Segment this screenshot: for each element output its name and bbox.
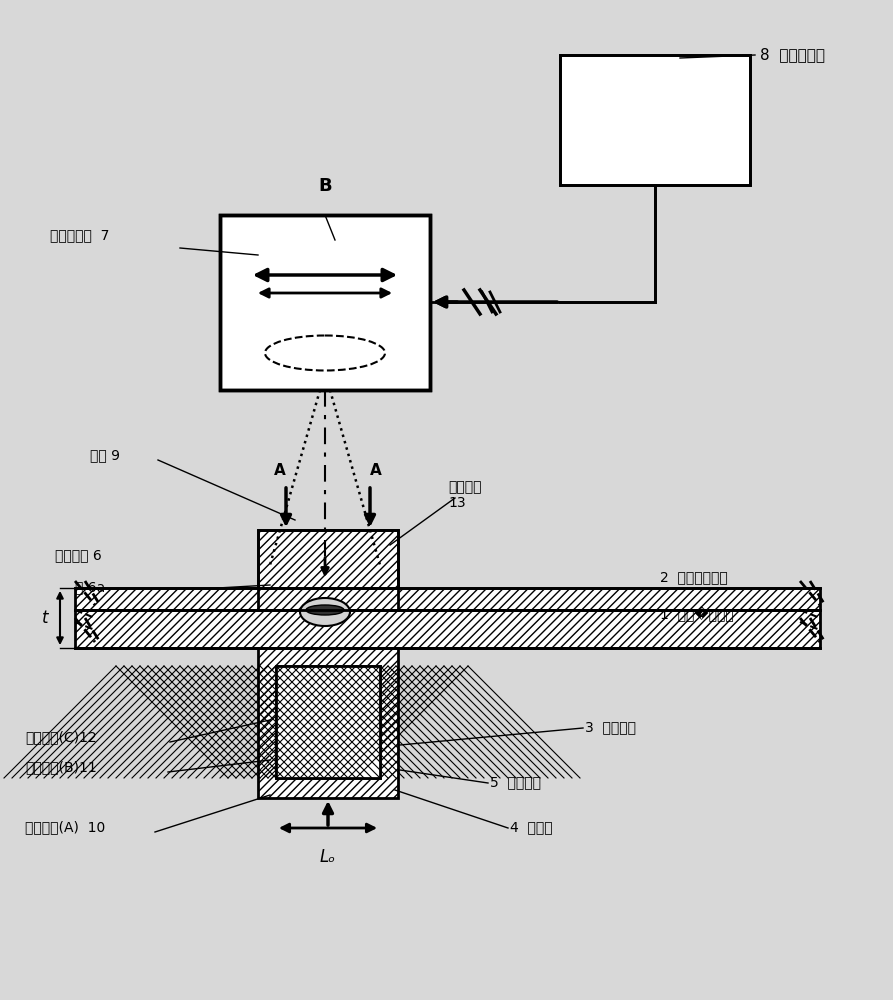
Text: 5  热阻断部: 5 热阻断部 <box>490 775 541 789</box>
Text: 加压构件 6: 加压构件 6 <box>55 548 102 562</box>
Polygon shape <box>276 666 380 778</box>
Bar <box>560 55 750 185</box>
Text: Lₒ: Lₒ <box>320 848 336 866</box>
Bar <box>220 215 430 390</box>
Bar <box>276 666 380 778</box>
Text: 1  第一�料部件: 1 第一�料部件 <box>660 605 734 621</box>
Bar <box>75 610 820 648</box>
Ellipse shape <box>306 605 344 615</box>
Bar <box>560 55 750 185</box>
Text: 孔 6a: 孔 6a <box>75 580 105 594</box>
Text: 8  焊接控制部: 8 焊接控制部 <box>760 47 825 62</box>
Text: B: B <box>318 177 332 195</box>
Text: 3  支承构件: 3 支承构件 <box>585 720 636 734</box>
Text: 激光 9: 激光 9 <box>90 448 120 462</box>
Text: 4  发热部: 4 发热部 <box>510 820 553 834</box>
Bar <box>258 530 398 610</box>
Bar <box>276 666 380 778</box>
Bar <box>75 588 820 610</box>
Text: A: A <box>370 463 382 478</box>
Text: 激光照射部  7: 激光照射部 7 <box>50 228 109 242</box>
Text: 发热部分(B)11: 发热部分(B)11 <box>25 760 96 774</box>
Bar <box>258 530 398 610</box>
Bar <box>258 648 398 798</box>
Bar <box>220 215 430 390</box>
Text: t: t <box>42 609 48 627</box>
Text: A: A <box>274 463 286 478</box>
Text: 发热部分(A)  10: 发热部分(A) 10 <box>25 820 105 834</box>
Text: 焊接部分
13: 焊接部分 13 <box>448 480 481 510</box>
Ellipse shape <box>300 598 350 626</box>
Text: 发热部分(C)12: 发热部分(C)12 <box>25 730 96 744</box>
Text: 2  第二塑料部件: 2 第二塑料部件 <box>660 570 728 584</box>
